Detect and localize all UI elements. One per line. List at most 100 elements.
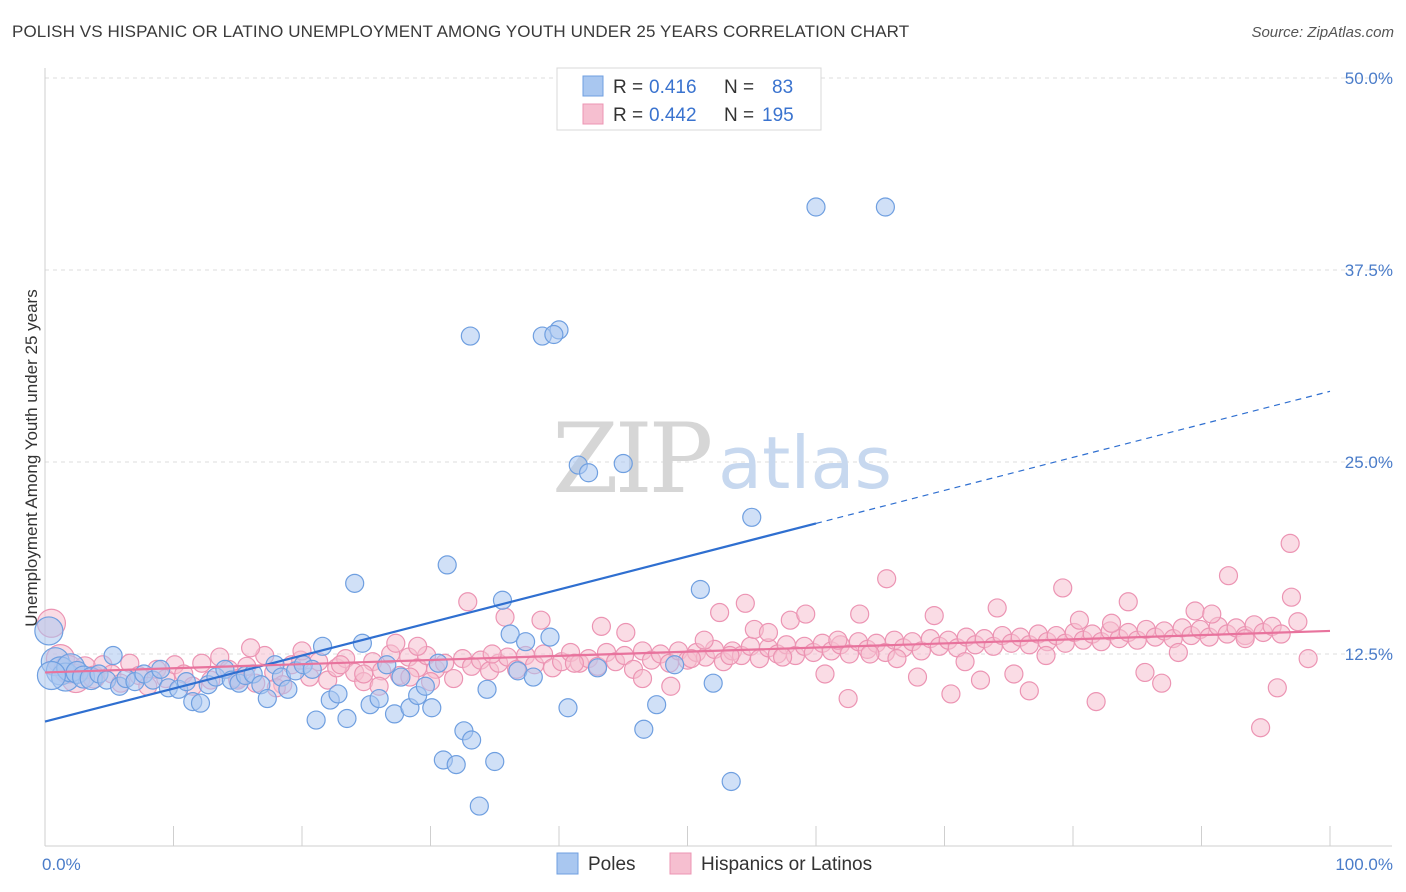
hispanics-point-146 bbox=[482, 644, 502, 664]
legend-r-value-hispanics: 0.442 bbox=[649, 105, 697, 126]
hispanics-point-161 bbox=[772, 647, 793, 667]
poles-point-10 bbox=[103, 645, 123, 666]
hispanics-point-160 bbox=[758, 622, 779, 643]
hispanics-point-145 bbox=[458, 592, 478, 612]
hispanics-point-144 bbox=[408, 636, 428, 656]
hispanics-point-150 bbox=[591, 616, 612, 636]
poles-point-0 bbox=[34, 616, 64, 646]
hispanics-point-178 bbox=[1019, 681, 1039, 701]
poles-point-77 bbox=[665, 655, 685, 675]
poles-point-58 bbox=[462, 730, 482, 750]
poles-point-41 bbox=[337, 708, 357, 729]
hispanics-point-185 bbox=[1135, 662, 1155, 683]
poles-point-75 bbox=[634, 719, 654, 739]
hispanics-points bbox=[36, 533, 1318, 738]
legend-swatch-poles bbox=[582, 75, 604, 97]
hispanics-point-180 bbox=[1053, 578, 1073, 598]
hispanics-point-137 bbox=[1271, 624, 1291, 644]
trend-lines bbox=[44, 390, 1331, 723]
poles-point-83 bbox=[875, 197, 895, 217]
poles-point-85 bbox=[544, 324, 564, 345]
x-tick-labels: 0.0% 100.0% bbox=[42, 855, 1393, 874]
hispanics-point-177 bbox=[1004, 664, 1024, 684]
poles-point-66 bbox=[523, 667, 543, 687]
hispanics-point-187 bbox=[1168, 642, 1188, 663]
hispanics-point-163 bbox=[796, 604, 816, 624]
hispanics-point-199 bbox=[354, 664, 374, 684]
hispanics-point-151 bbox=[616, 622, 636, 643]
poles-point-42 bbox=[345, 573, 365, 593]
y-tick-label-1: 25.0% bbox=[1345, 453, 1393, 472]
hispanics-point-147 bbox=[495, 607, 515, 627]
axes bbox=[44, 68, 1392, 847]
hispanics-point-148 bbox=[531, 610, 551, 630]
bottom-legend-label-hispanics: Hispanics or Latinos bbox=[701, 854, 872, 875]
poles-point-80 bbox=[721, 771, 741, 792]
poles-trend-extension bbox=[815, 390, 1331, 525]
hispanics-point-179 bbox=[1036, 645, 1056, 666]
legend-r-label-poles: R = bbox=[613, 77, 643, 98]
poles-point-46 bbox=[377, 655, 397, 675]
poles-point-76 bbox=[647, 695, 667, 715]
hispanics-point-158 bbox=[735, 593, 755, 613]
poles-point-30 bbox=[257, 688, 277, 709]
poles-point-52 bbox=[422, 698, 442, 718]
hispanics-point-195 bbox=[1298, 649, 1318, 669]
poles-point-72 bbox=[578, 463, 599, 483]
hispanics-point-152 bbox=[632, 668, 653, 689]
hispanics-point-154 bbox=[681, 649, 701, 669]
series-legend: Poles Hispanics or Latinos bbox=[556, 852, 872, 875]
poles-point-84 bbox=[460, 326, 480, 346]
legend-r-label-hispanics: R = bbox=[613, 105, 643, 126]
poles-point-40 bbox=[328, 684, 348, 704]
hispanics-trend-line bbox=[44, 629, 1331, 674]
hispanics-point-45 bbox=[444, 668, 464, 689]
poles-point-81 bbox=[742, 507, 762, 527]
legend-n-label-poles: N = bbox=[724, 77, 754, 98]
poles-point-73 bbox=[587, 658, 608, 678]
hispanics-point-17 bbox=[192, 653, 212, 673]
hispanics-point-141 bbox=[330, 655, 351, 675]
poles-point-51 bbox=[415, 676, 435, 696]
poles-point-60 bbox=[477, 679, 497, 699]
hispanics-point-174 bbox=[955, 652, 975, 672]
source-credit: Source: ZipAtlas.com bbox=[1251, 24, 1394, 41]
poles-point-56 bbox=[446, 754, 466, 775]
poles-point-79 bbox=[703, 673, 723, 693]
hispanics-point-149 bbox=[564, 653, 585, 673]
poles-point-70 bbox=[558, 698, 578, 718]
x-tick-label-1: 100.0% bbox=[1335, 855, 1393, 874]
watermark-atlas: atlas bbox=[718, 421, 892, 505]
poles-point-74 bbox=[613, 453, 633, 474]
y-tick-label-3: 50.0% bbox=[1345, 69, 1393, 88]
poles-point-37 bbox=[306, 710, 326, 730]
poles-point-61 bbox=[485, 751, 505, 772]
bottom-legend-label-poles: Poles bbox=[588, 854, 636, 875]
poles-point-86 bbox=[36, 660, 67, 691]
hispanics-point-193 bbox=[1267, 678, 1287, 698]
poles-point-68 bbox=[540, 627, 560, 647]
hispanics-point-138 bbox=[1280, 533, 1300, 554]
hispanics-point-64 bbox=[614, 645, 635, 666]
hispanics-point-170 bbox=[887, 649, 907, 669]
hispanics-point-190 bbox=[1218, 566, 1239, 586]
hispanics-point-176 bbox=[987, 598, 1007, 618]
bottom-legend-swatch-poles bbox=[556, 852, 579, 875]
hispanics-point-183 bbox=[1101, 613, 1122, 633]
hispanics-point-173 bbox=[941, 684, 961, 704]
hispanics-point-164 bbox=[815, 664, 835, 684]
bottom-legend-swatch-hispanics bbox=[669, 852, 692, 875]
hispanics-point-191 bbox=[1235, 629, 1255, 649]
hispanics-point-189 bbox=[1202, 604, 1222, 624]
legend-n-value-poles: 83 bbox=[772, 77, 793, 98]
hispanics-point-188 bbox=[1185, 601, 1205, 621]
poles-point-78 bbox=[690, 579, 710, 600]
hispanics-point-167 bbox=[850, 604, 870, 624]
poles-point-45 bbox=[369, 688, 389, 709]
poles-point-33 bbox=[278, 679, 298, 699]
hispanics-point-168 bbox=[860, 644, 880, 664]
hispanics-point-153 bbox=[661, 676, 681, 696]
hispanics-point-186 bbox=[1152, 673, 1172, 693]
x-tick-label-0: 0.0% bbox=[42, 855, 81, 874]
hispanics-point-156 bbox=[710, 602, 730, 623]
